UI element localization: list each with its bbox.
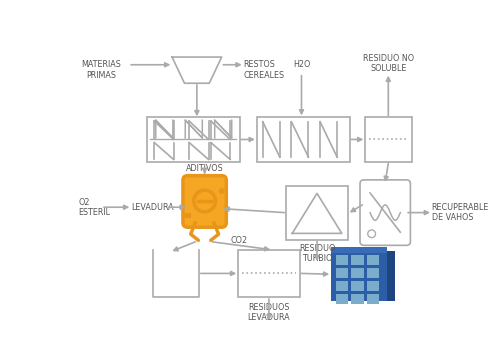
Text: MATERIAS
PRIMAS: MATERIAS PRIMAS <box>82 60 122 80</box>
Bar <box>336 255 348 265</box>
Text: O2
ESTERIL: O2 ESTERIL <box>78 198 110 217</box>
Text: RECUPERABLE
DE VAHOS: RECUPERABLE DE VAHOS <box>432 203 489 222</box>
Bar <box>367 268 379 278</box>
Bar <box>331 247 387 301</box>
Text: RESIDUO NO
SOLUBLE: RESIDUO NO SOLUBLE <box>363 54 414 73</box>
Bar <box>351 281 364 291</box>
Bar <box>351 255 364 265</box>
Bar <box>367 255 379 265</box>
Bar <box>147 117 240 162</box>
Bar <box>331 247 387 253</box>
FancyBboxPatch shape <box>183 176 226 227</box>
Polygon shape <box>292 193 342 233</box>
FancyBboxPatch shape <box>360 180 411 245</box>
Bar <box>238 249 300 297</box>
Text: H2O: H2O <box>293 60 310 69</box>
Bar <box>351 294 364 304</box>
Text: ADITIVOS: ADITIVOS <box>186 163 223 172</box>
Bar <box>336 268 348 278</box>
Circle shape <box>220 189 224 193</box>
Bar <box>367 281 379 291</box>
Text: RESTOS
CEREALES: RESTOS CEREALES <box>244 60 285 80</box>
Bar <box>367 294 379 304</box>
Bar <box>336 281 348 291</box>
Bar <box>257 117 349 162</box>
Text: LEVADURA: LEVADURA <box>131 203 173 212</box>
Bar <box>184 213 192 218</box>
Bar <box>286 186 348 239</box>
Bar <box>365 117 412 162</box>
Bar <box>387 251 394 301</box>
Text: CO2: CO2 <box>231 236 248 245</box>
Text: RESIDUO
TURBIO: RESIDUO TURBIO <box>299 244 335 263</box>
Bar <box>336 294 348 304</box>
Text: RESIDUOS
LEVADURA: RESIDUOS LEVADURA <box>247 303 290 323</box>
Bar <box>351 268 364 278</box>
